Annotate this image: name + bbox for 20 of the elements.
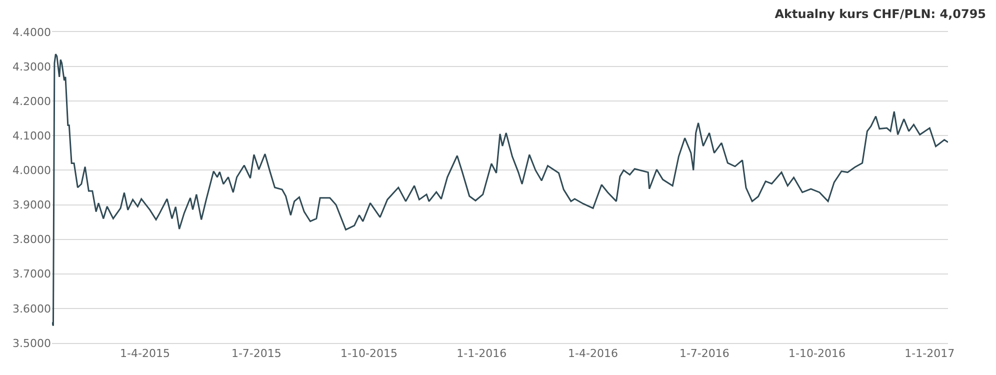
x-tick-label: 1-7-2016: [679, 347, 730, 360]
y-tick-label: 3.6000: [12, 302, 51, 316]
y-tick-label: 3.5000: [12, 336, 51, 350]
y-tick-label: 4.3000: [12, 60, 51, 74]
x-tick-label: 1-4-2016: [568, 347, 618, 360]
x-tick-label: 1-4-2015: [120, 347, 170, 360]
line-series: [52, 53, 948, 326]
x-tick-label: 1-1-2016: [456, 347, 507, 360]
y-tick-label: 3.8000: [12, 233, 51, 246]
chart-title: Aktualny kurs CHF/PLN: 4,0795: [774, 6, 986, 21]
x-tick-label: 1-10-2015: [340, 347, 398, 360]
x-tick-label: 1-1-2017: [904, 347, 955, 360]
x-tick-label: 1-7-2015: [231, 347, 282, 360]
x-tick-label: 1-10-2016: [788, 347, 846, 360]
y-tick-label: 4.2000: [12, 94, 51, 108]
y-tick-label: 3.7000: [12, 268, 51, 281]
y-tick-label: 4.4000: [12, 26, 51, 39]
y-tick-label: 3.9000: [12, 198, 51, 212]
y-tick-label: 4.0000: [12, 164, 51, 178]
y-tick-label: 4.1000: [12, 130, 51, 143]
